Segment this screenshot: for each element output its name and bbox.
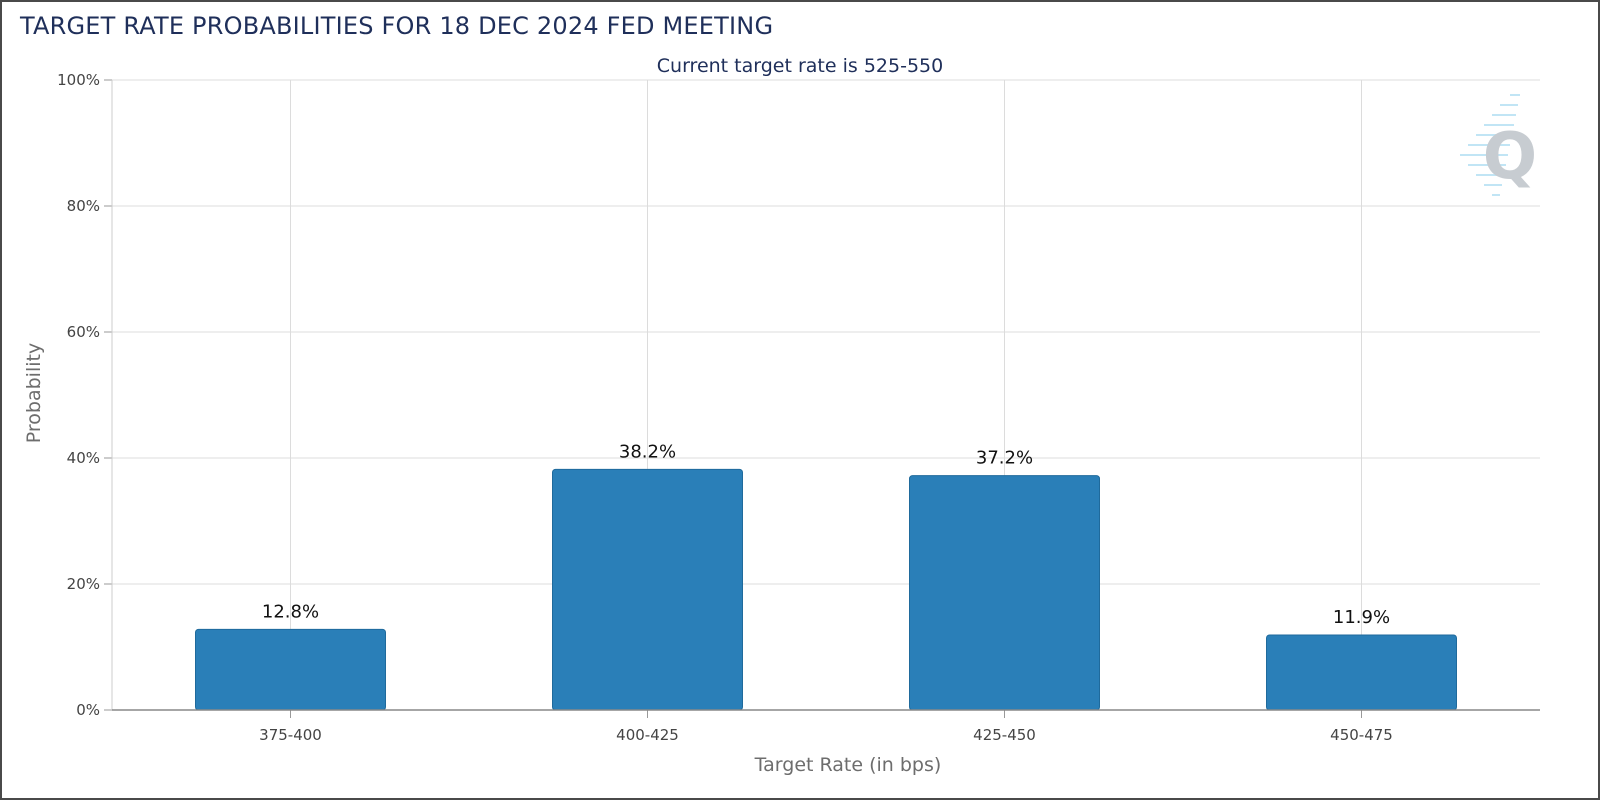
bar-425-450[interactable] [909, 475, 1100, 711]
bar-375-400[interactable] [195, 628, 386, 711]
x-tick-label: 450-475 [1330, 726, 1393, 744]
q-logo-icon: Q [1460, 94, 1537, 196]
y-axis-label: Probability [23, 343, 45, 443]
x-tick-label: 425-450 [973, 726, 1036, 744]
data-label: 37.2% [976, 448, 1033, 469]
x-tick-label: 375-400 [259, 726, 322, 744]
x-tick-label: 400-425 [616, 726, 679, 744]
chart-title: TARGET RATE PROBABILITIES FOR 18 DEC 202… [20, 12, 774, 40]
data-label: 38.2% [619, 441, 676, 462]
y-tick-label: 20% [67, 575, 100, 593]
bar-450-475[interactable] [1266, 634, 1457, 711]
y-tick-label: 60% [67, 323, 100, 341]
svg-text:Q: Q [1483, 120, 1537, 194]
bar-400-425[interactable] [552, 468, 743, 711]
data-label: 11.9% [1333, 607, 1390, 628]
data-label: 12.8% [262, 601, 319, 622]
chart-subtitle: Current target rate is 525-550 [657, 55, 943, 77]
x-axis-label: Target Rate (in bps) [754, 754, 942, 776]
y-tick-label: 100% [57, 71, 100, 89]
y-tick-label: 0% [76, 701, 100, 719]
y-tick-label: 80% [67, 197, 100, 215]
y-tick-label: 40% [67, 449, 100, 467]
